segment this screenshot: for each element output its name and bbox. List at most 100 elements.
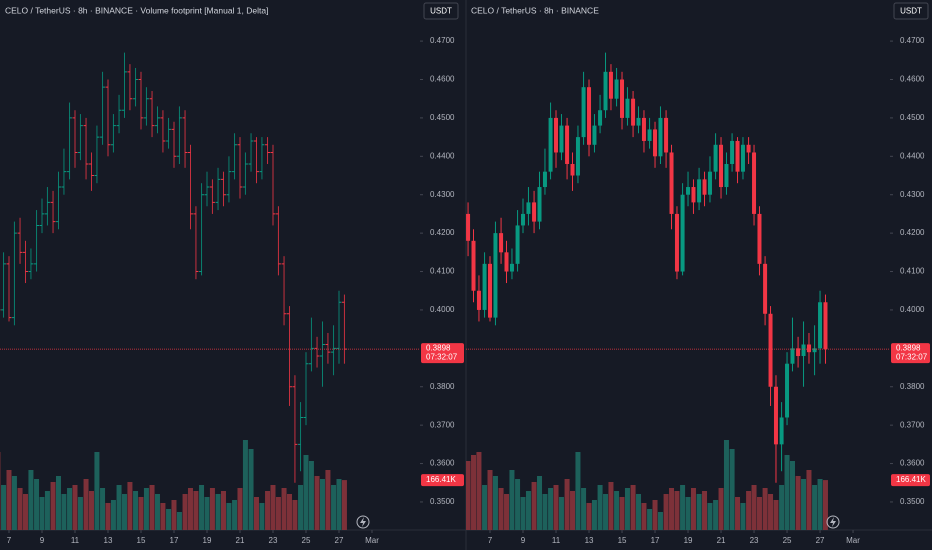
volume-bar (713, 500, 719, 530)
candle-body (779, 417, 784, 445)
volume-bar (537, 476, 543, 530)
price-label: 0.3898 (426, 344, 451, 353)
volume-bar (204, 497, 210, 530)
pane (0, 52, 420, 530)
volume-bar (248, 449, 254, 530)
x-tick-label: 15 (618, 536, 627, 545)
volume-bar (100, 488, 106, 530)
candle-body (746, 144, 751, 153)
x-tick-label: 27 (816, 536, 825, 545)
countdown: 07:32:07 (426, 353, 458, 362)
x-tick-label: 17 (170, 536, 179, 545)
x-tick-label: Mar (365, 536, 379, 545)
price-badge (421, 343, 464, 364)
candle-body (702, 179, 707, 195)
volume-bar (647, 509, 653, 530)
footprint-open-close (314, 347, 320, 357)
volume-bar (319, 479, 325, 530)
candle-body (806, 344, 811, 353)
volume-bar (619, 497, 625, 530)
volume-bar (531, 482, 537, 530)
footprint-open-close (220, 178, 226, 196)
overlay: CELO / TetherUS · 8h · BINANCE · Volume … (5, 2, 930, 545)
volume-bar (331, 485, 337, 530)
volume-bar (308, 461, 314, 530)
volume-bar (22, 494, 28, 530)
volume-bar (143, 488, 149, 530)
candle-body (674, 213, 679, 272)
volume-bar (242, 440, 248, 530)
volume-bar (187, 488, 193, 530)
volume-bar (746, 491, 752, 530)
y-tick-label: 0.4100 (430, 267, 455, 276)
x-tick-label: 9 (521, 536, 526, 545)
volume-bar (259, 503, 265, 530)
y-tick-label: 0.3800 (430, 382, 455, 391)
chart-title: CELO / TetherUS · 8h · BINANCE (471, 5, 599, 15)
candle-body (598, 110, 603, 126)
volume-label: 166.41K (426, 475, 456, 484)
y-tick-label: 0.4600 (430, 75, 455, 84)
footprint-open-close (253, 140, 259, 173)
y-tick-label: 0.4700 (430, 36, 455, 45)
footprint-open-close (187, 151, 193, 215)
volume-bar (281, 488, 287, 530)
candle-body (691, 187, 696, 203)
volume-bar (817, 479, 823, 530)
footprint-open-close (55, 186, 61, 223)
footprint-open-close (171, 128, 177, 157)
volume-bar (110, 500, 116, 530)
pane (466, 52, 890, 530)
lightning-icon[interactable] (356, 515, 370, 529)
footprint-open-close (281, 263, 287, 315)
footprint-open-close (77, 125, 83, 153)
candle-body (801, 344, 806, 357)
volume-bar (11, 476, 17, 530)
footprint-open-close (226, 171, 232, 196)
currency-badge[interactable] (893, 2, 929, 20)
volume-bar (762, 488, 768, 530)
volume-bar (581, 488, 587, 530)
volume-bar (314, 476, 320, 530)
y-tick-label: 0.4000 (900, 305, 925, 314)
footprint-open-close (325, 344, 331, 353)
footprint-open-close (83, 125, 89, 165)
currency-badge[interactable] (423, 2, 459, 20)
volume-bar (768, 494, 774, 530)
volume-bar (773, 500, 779, 530)
lightning-icon[interactable] (826, 515, 840, 529)
candle-body (509, 263, 514, 272)
volume-bar (166, 509, 172, 530)
volume-bar (232, 500, 238, 530)
footprint-open-close (176, 117, 182, 157)
footprint-open-close (61, 171, 67, 188)
footprint-open-close (275, 213, 281, 265)
footprint-open-close (100, 86, 106, 138)
volume-bar (476, 452, 482, 530)
volume-bar (182, 494, 188, 530)
footprint-open-close (94, 136, 100, 177)
footprint-open-close (1, 263, 7, 311)
currency-label[interactable]: USDT (900, 7, 922, 16)
volume-bar (94, 452, 100, 530)
footprint-open-close (242, 163, 248, 188)
candle-body (740, 144, 745, 172)
candle-body (818, 302, 823, 349)
volume-bar (220, 491, 226, 530)
volume-bar (50, 482, 56, 530)
volume-bar (603, 494, 609, 530)
candle-body (542, 171, 547, 188)
candle-body (680, 194, 685, 272)
volume-bar (160, 503, 166, 530)
volume-bar (669, 488, 675, 530)
currency-label[interactable]: USDT (430, 7, 452, 16)
footprint-open-close (303, 363, 309, 418)
volume-bar (795, 476, 801, 530)
candle-body (548, 117, 553, 172)
volume-bar (237, 488, 243, 530)
y-tick-label: 0.4500 (900, 113, 925, 122)
volume-bar (729, 449, 735, 530)
candle-body (575, 137, 580, 176)
x-tick-label: 25 (783, 536, 792, 545)
